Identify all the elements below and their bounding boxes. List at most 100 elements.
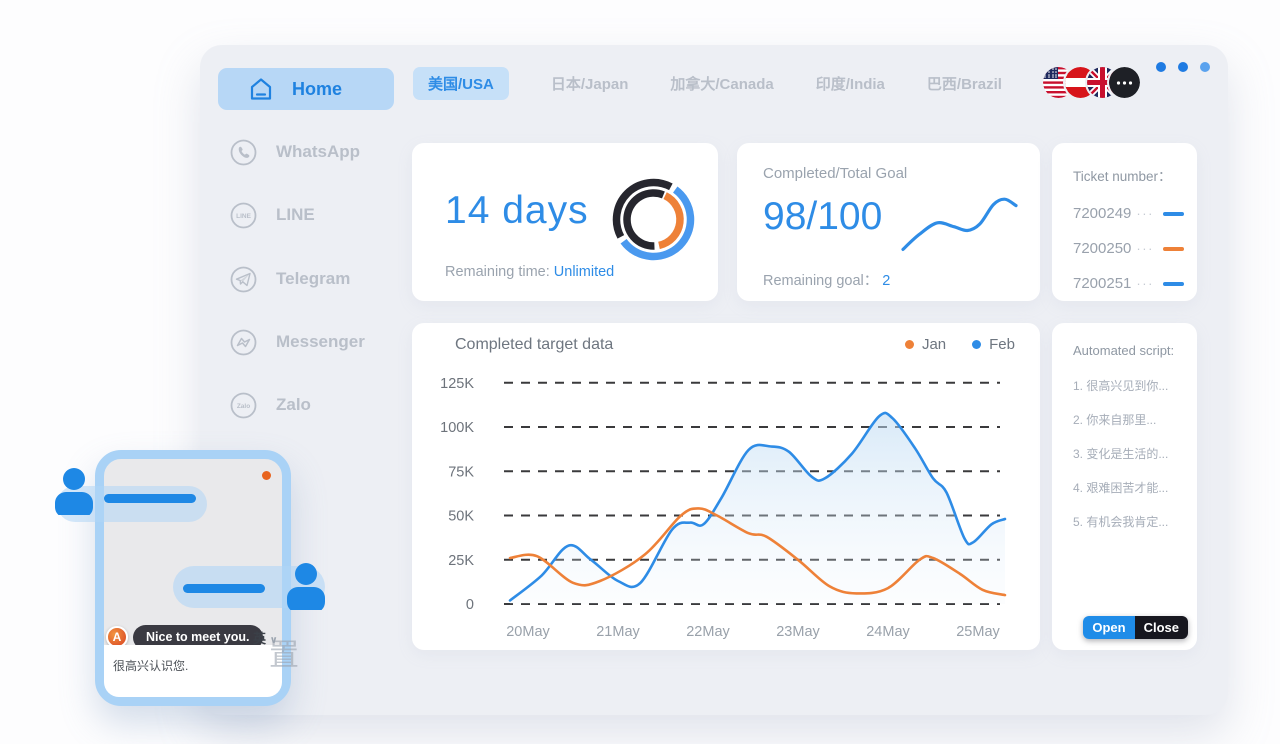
svg-text:75K: 75K (448, 464, 474, 480)
language-dropdown-value: 英 (253, 631, 267, 646)
country-tabs: 美国/USA 日本/Japan 加拿大/Canada 印度/India 巴西/Brazi… (413, 66, 1002, 100)
svg-text:LINE: LINE (236, 213, 251, 220)
chart-card: 125K 100K 75K 50K 25K 0 20May 21May 22May 23May 24… (412, 323, 1040, 650)
svg-text:0: 0 (466, 597, 474, 613)
remaining-time-card: 14 days Remaining time: Unlimited (412, 143, 718, 301)
svg-text:22May: 22May (686, 624, 730, 640)
user-avatar-icon (287, 563, 325, 610)
goal-caption: Remaining goal： 2 (763, 269, 890, 290)
svg-text:24May: 24May (866, 624, 910, 640)
telegram-icon (230, 266, 257, 293)
tab-india[interactable]: 印度/India (815, 75, 885, 93)
sidebar-item-home[interactable]: Home (218, 68, 394, 110)
ticket-status-dash (1163, 246, 1184, 251)
messenger-icon (230, 329, 257, 356)
ticket-number: 7200251 (1073, 275, 1132, 292)
zalo-icon: Zalo (230, 392, 257, 419)
script-card: Automated script: 1. 很高兴见到你... 2. 你来自那里..… (1052, 323, 1197, 650)
window-dot (1200, 62, 1210, 72)
chat-input-area: 很高兴认识您. (104, 645, 282, 697)
tab-usa[interactable]: 美国/USA (413, 66, 509, 100)
sidebar-item-line[interactable]: LINE LINE (230, 201, 315, 229)
remaining-time-highlight: Unlimited (553, 264, 615, 280)
ticket-number: 7200249 (1073, 205, 1132, 222)
chat-bubble-left-bar (104, 494, 196, 503)
svg-text:25May: 25May (956, 624, 1000, 640)
window-dot (1156, 62, 1166, 72)
remaining-time-label: Remaining time: (445, 264, 550, 280)
script-toggle: Open Close (1083, 616, 1188, 639)
ticket-number: 7200250 (1073, 240, 1132, 257)
ticket-card: Ticket number： 7200249 ··· 7200250 ··· 7… (1052, 143, 1197, 301)
sidebar-item-zalo[interactable]: Zalo Zalo (230, 391, 311, 419)
ticket-status-dash (1163, 281, 1184, 286)
remaining-goal-label: Remaining goal： (763, 273, 879, 289)
dashboard-panel: Home WhatsApp LINE LINE Telegram Messenger Zal… (200, 45, 1228, 715)
script-item: 3. 变化是生活的... (1073, 447, 1169, 461)
more-dots-icon[interactable]: ··· (1136, 241, 1154, 256)
more-dots-icon[interactable]: ··· (1136, 206, 1154, 221)
sidebar-item-whatsapp[interactable]: WhatsApp (230, 138, 360, 166)
goal-sparkline-chart (901, 197, 1018, 251)
language-flags (1043, 67, 1140, 98)
svg-text:125K: 125K (440, 376, 474, 392)
tab-brazil[interactable]: 巴西/Brazil (926, 75, 1002, 93)
goal-card: Completed/Total Goal 98/100 Remaining go… (737, 143, 1040, 301)
legend-dot (972, 340, 982, 349)
remaining-days-value: 14 days (445, 189, 589, 232)
whatsapp-icon (230, 139, 257, 166)
script-item: 4. 艰难困苦才能... (1073, 481, 1169, 495)
script-item: 5. 有机会我肯定... (1073, 515, 1169, 529)
remaining-goal-value: 2 (882, 273, 891, 289)
script-card-title: Automated script: (1073, 343, 1175, 358)
uk-flag[interactable] (1087, 67, 1118, 98)
svg-text:21May: 21May (596, 624, 640, 640)
tab-japan[interactable]: 日本/Japan (550, 75, 629, 93)
svg-text:Zalo: Zalo (237, 403, 250, 410)
home-icon (248, 76, 274, 102)
sidebar-item-messenger[interactable]: Messenger (230, 328, 365, 356)
tab-canada[interactable]: 加拿大/Canada (670, 75, 774, 93)
window-dots (1156, 62, 1210, 72)
line-icon: LINE (230, 202, 257, 229)
ticket-card-title: Ticket number： (1073, 169, 1172, 184)
user-avatar-icon (55, 468, 93, 515)
more-flags[interactable] (1109, 67, 1140, 98)
chat-bubble-right-bar (183, 584, 265, 593)
svg-text:23May: 23May (776, 624, 820, 640)
chat-message-text: 很高兴认识您. (113, 659, 189, 673)
script-item: 1. 很高兴见到你... (1073, 379, 1169, 393)
goal-card-title: Completed/Total Goal (763, 165, 908, 182)
notification-dot (262, 471, 271, 480)
remaining-time-caption: Remaining time: Unlimited (445, 264, 614, 280)
goal-value: 98/100 (763, 195, 883, 238)
ticket-list: 7200249 ··· 7200250 ··· 7200251 ··· (1073, 196, 1184, 301)
ticket-status-dash (1163, 211, 1184, 216)
completed-target-line-chart: 125K 100K 75K 50K 25K 0 20May 21May 22May 23May 24… (440, 376, 1007, 640)
svg-text:25K: 25K (448, 553, 474, 569)
open-button[interactable]: Open (1083, 616, 1135, 639)
svg-text:50K: 50K (448, 509, 474, 525)
chevron-down-icon: ∨ (269, 635, 278, 646)
svg-text:100K: 100K (440, 420, 474, 436)
window-dot (1178, 62, 1188, 72)
legend-item-feb: Feb (972, 336, 1015, 353)
chart-title: Completed target data (455, 336, 614, 353)
chart-legend: Jan Feb (904, 336, 1015, 353)
legend-dot (904, 340, 914, 349)
legend-item-jan: Jan (904, 336, 946, 353)
script-list: 1. 很高兴见到你... 2. 你来自那里... 3. 变化是生活的... 4. 艰难… (1073, 377, 1187, 547)
sidebar-item-telegram[interactable]: Telegram (230, 265, 350, 293)
script-item: 2. 你来自那里... (1073, 413, 1157, 427)
ticket-row: 7200249 ··· (1073, 196, 1184, 231)
ticket-row: 7200250 ··· (1073, 231, 1184, 266)
austria-flag[interactable] (1065, 67, 1096, 98)
more-dots-icon[interactable]: ··· (1136, 276, 1154, 291)
background-watermark-glyph: 置 (269, 639, 299, 672)
ticket-row: 7200251 ··· (1073, 266, 1184, 301)
language-dropdown[interactable]: 英 ∨ (253, 628, 278, 647)
progress-donut-chart (612, 178, 695, 261)
close-button[interactable]: Close (1134, 616, 1188, 639)
svg-text:20May: 20May (506, 624, 550, 640)
